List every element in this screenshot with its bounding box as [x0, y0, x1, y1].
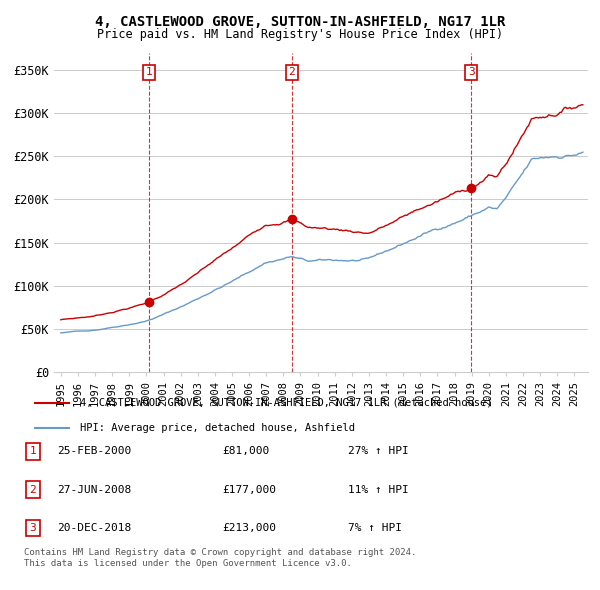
Text: £177,000: £177,000 [222, 485, 276, 494]
Text: 25-FEB-2000: 25-FEB-2000 [57, 447, 131, 456]
Text: Price paid vs. HM Land Registry's House Price Index (HPI): Price paid vs. HM Land Registry's House … [97, 28, 503, 41]
Text: Contains HM Land Registry data © Crown copyright and database right 2024.
This d: Contains HM Land Registry data © Crown c… [24, 548, 416, 568]
Text: 1: 1 [146, 67, 152, 77]
Text: 2: 2 [29, 485, 37, 494]
Text: £213,000: £213,000 [222, 523, 276, 533]
Text: 4, CASTLEWOOD GROVE, SUTTON-IN-ASHFIELD, NG17 1LR (detached house): 4, CASTLEWOOD GROVE, SUTTON-IN-ASHFIELD,… [80, 398, 493, 408]
Text: HPI: Average price, detached house, Ashfield: HPI: Average price, detached house, Ashf… [80, 423, 355, 432]
Text: £81,000: £81,000 [222, 447, 269, 456]
Text: 3: 3 [29, 523, 37, 533]
Text: 2: 2 [289, 67, 295, 77]
Text: 20-DEC-2018: 20-DEC-2018 [57, 523, 131, 533]
Text: 3: 3 [468, 67, 475, 77]
Text: 11% ↑ HPI: 11% ↑ HPI [348, 485, 409, 494]
Text: 27% ↑ HPI: 27% ↑ HPI [348, 447, 409, 456]
Text: 27-JUN-2008: 27-JUN-2008 [57, 485, 131, 494]
Text: 1: 1 [29, 447, 37, 456]
Text: 4, CASTLEWOOD GROVE, SUTTON-IN-ASHFIELD, NG17 1LR: 4, CASTLEWOOD GROVE, SUTTON-IN-ASHFIELD,… [95, 15, 505, 29]
Text: 7% ↑ HPI: 7% ↑ HPI [348, 523, 402, 533]
